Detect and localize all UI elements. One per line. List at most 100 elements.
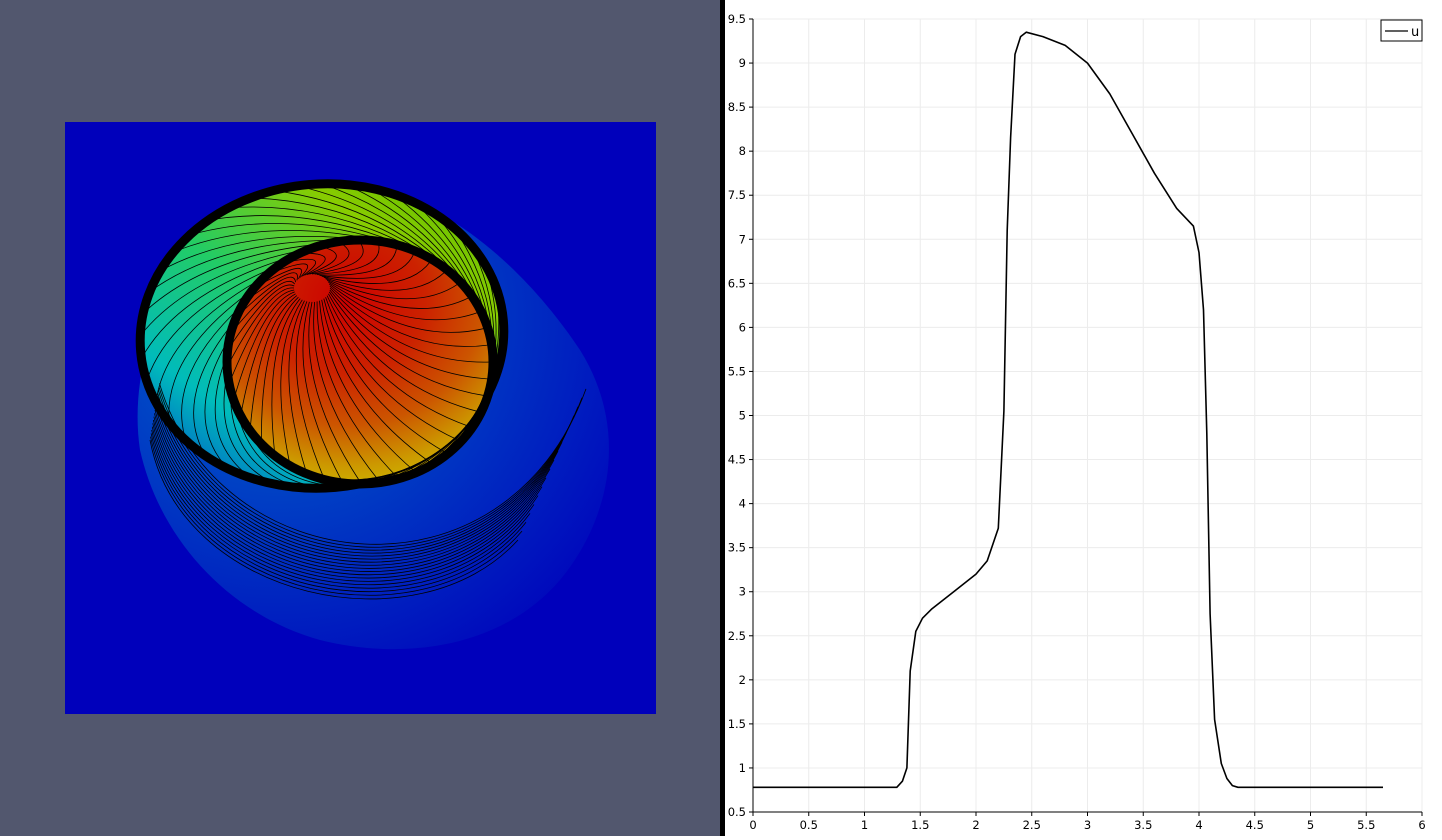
contour-line xyxy=(250,272,298,298)
chart-tick-labels: 0 0.5 1 1.5 2 2.5 3 3.5 4 4.5 5 5.5 60.511.522.533.5… xyxy=(728,12,1426,832)
x-tick-label: 2 xyxy=(972,818,979,832)
contour-line xyxy=(319,253,415,279)
contour-plot[interactable] xyxy=(0,0,720,836)
y-tick-label: 8 xyxy=(739,144,746,158)
y-tick-label: 8.5 xyxy=(728,100,746,114)
contour-line xyxy=(156,276,265,400)
contour-line xyxy=(440,293,500,459)
contour-line xyxy=(319,300,415,472)
contour-line xyxy=(156,236,368,274)
x-tick-label: 5.5 xyxy=(1357,818,1375,832)
contour-line xyxy=(150,433,527,593)
contour-line xyxy=(250,295,298,427)
contour-line xyxy=(254,436,374,485)
contour-line xyxy=(321,299,431,463)
contour-line xyxy=(325,297,459,441)
line-chart-view[interactable]: 0 0.5 1 1.5 2 2.5 3 3.5 4 4.5 5 5.5 6 0.5 1 1.5 2 2.5 3 3.5… xyxy=(725,0,1442,836)
render-view[interactable] xyxy=(0,0,720,836)
contour-line xyxy=(302,301,342,481)
contour-line xyxy=(329,285,490,347)
chart-axes xyxy=(749,18,1423,816)
contour-line xyxy=(202,215,423,255)
contour-line xyxy=(309,243,350,275)
contour-line xyxy=(147,239,349,294)
x-tick-label: 1.5 xyxy=(911,818,929,832)
chart-legend[interactable]: u xyxy=(1380,19,1423,42)
contour-line xyxy=(347,185,490,335)
contour-line xyxy=(271,298,301,453)
y-tick-label: 5.5 xyxy=(728,364,746,378)
view-separator[interactable] xyxy=(720,0,725,836)
contour-line xyxy=(314,243,380,275)
contour-line xyxy=(234,280,296,329)
contour-line xyxy=(151,426,535,586)
contour-line xyxy=(241,276,296,313)
contour-line xyxy=(154,409,555,569)
contour-lines xyxy=(139,183,587,600)
y-tick-label: 7 xyxy=(739,232,746,246)
x-tick-label: 4.5 xyxy=(1246,818,1264,832)
contour-line xyxy=(321,183,485,318)
contour-line xyxy=(150,436,523,596)
contour-line xyxy=(168,289,253,419)
contour-line xyxy=(141,242,330,315)
contour-line xyxy=(147,265,279,379)
contour-line xyxy=(229,389,297,487)
x-tick-label: 0.5 xyxy=(800,818,818,832)
contour-line xyxy=(328,291,486,397)
contour-line xyxy=(329,289,490,380)
contour-line xyxy=(158,386,583,548)
contour-line xyxy=(280,299,303,463)
contour-line xyxy=(214,354,247,475)
contour-line xyxy=(267,449,398,483)
x-tick-label: 2.5 xyxy=(1023,818,1041,832)
contour-line xyxy=(321,261,431,284)
contour-line xyxy=(159,383,587,545)
contour-line xyxy=(141,255,295,358)
y-tick-label: 9 xyxy=(739,56,746,70)
chart-grid xyxy=(752,18,1423,813)
contour-line xyxy=(229,287,295,363)
contour-line xyxy=(168,230,387,255)
contour-line xyxy=(243,421,348,487)
contour-line xyxy=(313,301,379,481)
contour-line xyxy=(157,393,575,554)
contour-line xyxy=(454,272,497,448)
x-tick-label: 5 xyxy=(1307,818,1314,832)
contour-line xyxy=(326,295,470,427)
y-tick-label: 3 xyxy=(739,585,746,599)
contour-line xyxy=(296,185,477,303)
series-line-u xyxy=(753,31,1383,789)
x-tick-label: 6 xyxy=(1418,818,1425,832)
contour-line xyxy=(329,287,491,363)
contour-line xyxy=(281,460,421,482)
contour-line xyxy=(151,429,531,589)
x-tick-label: 0 xyxy=(749,818,756,832)
contour-line xyxy=(223,372,271,483)
chart-series xyxy=(753,31,1383,789)
y-tick-label: 1 xyxy=(739,761,746,775)
contour-line xyxy=(184,223,405,248)
contour-line xyxy=(295,301,324,477)
contour-line xyxy=(156,399,567,560)
contour-line xyxy=(154,413,551,572)
contour-line xyxy=(261,267,302,285)
y-tick-label: 2 xyxy=(739,673,746,687)
contour-line xyxy=(193,320,236,452)
contour-line xyxy=(139,247,312,337)
outer-shock xyxy=(135,179,509,493)
contour-line xyxy=(323,298,446,453)
contour-line xyxy=(149,439,519,600)
contour-line xyxy=(235,406,323,489)
y-tick-label: 6.5 xyxy=(728,276,746,290)
x-tick-label: 4 xyxy=(1195,818,1202,832)
contour-line xyxy=(155,403,563,563)
y-tick-label: 4.5 xyxy=(728,453,746,467)
contour-line xyxy=(328,293,479,413)
contour-line xyxy=(306,246,337,275)
line-chart[interactable]: 0 0.5 1 1.5 2 2.5 3 3.5 4 4.5 5 5.5 60.511.522.533.5… xyxy=(725,0,1442,836)
contour-line xyxy=(274,263,309,278)
contour-line xyxy=(157,389,579,551)
contour-line xyxy=(288,300,307,471)
legend-label: u xyxy=(1411,25,1419,40)
